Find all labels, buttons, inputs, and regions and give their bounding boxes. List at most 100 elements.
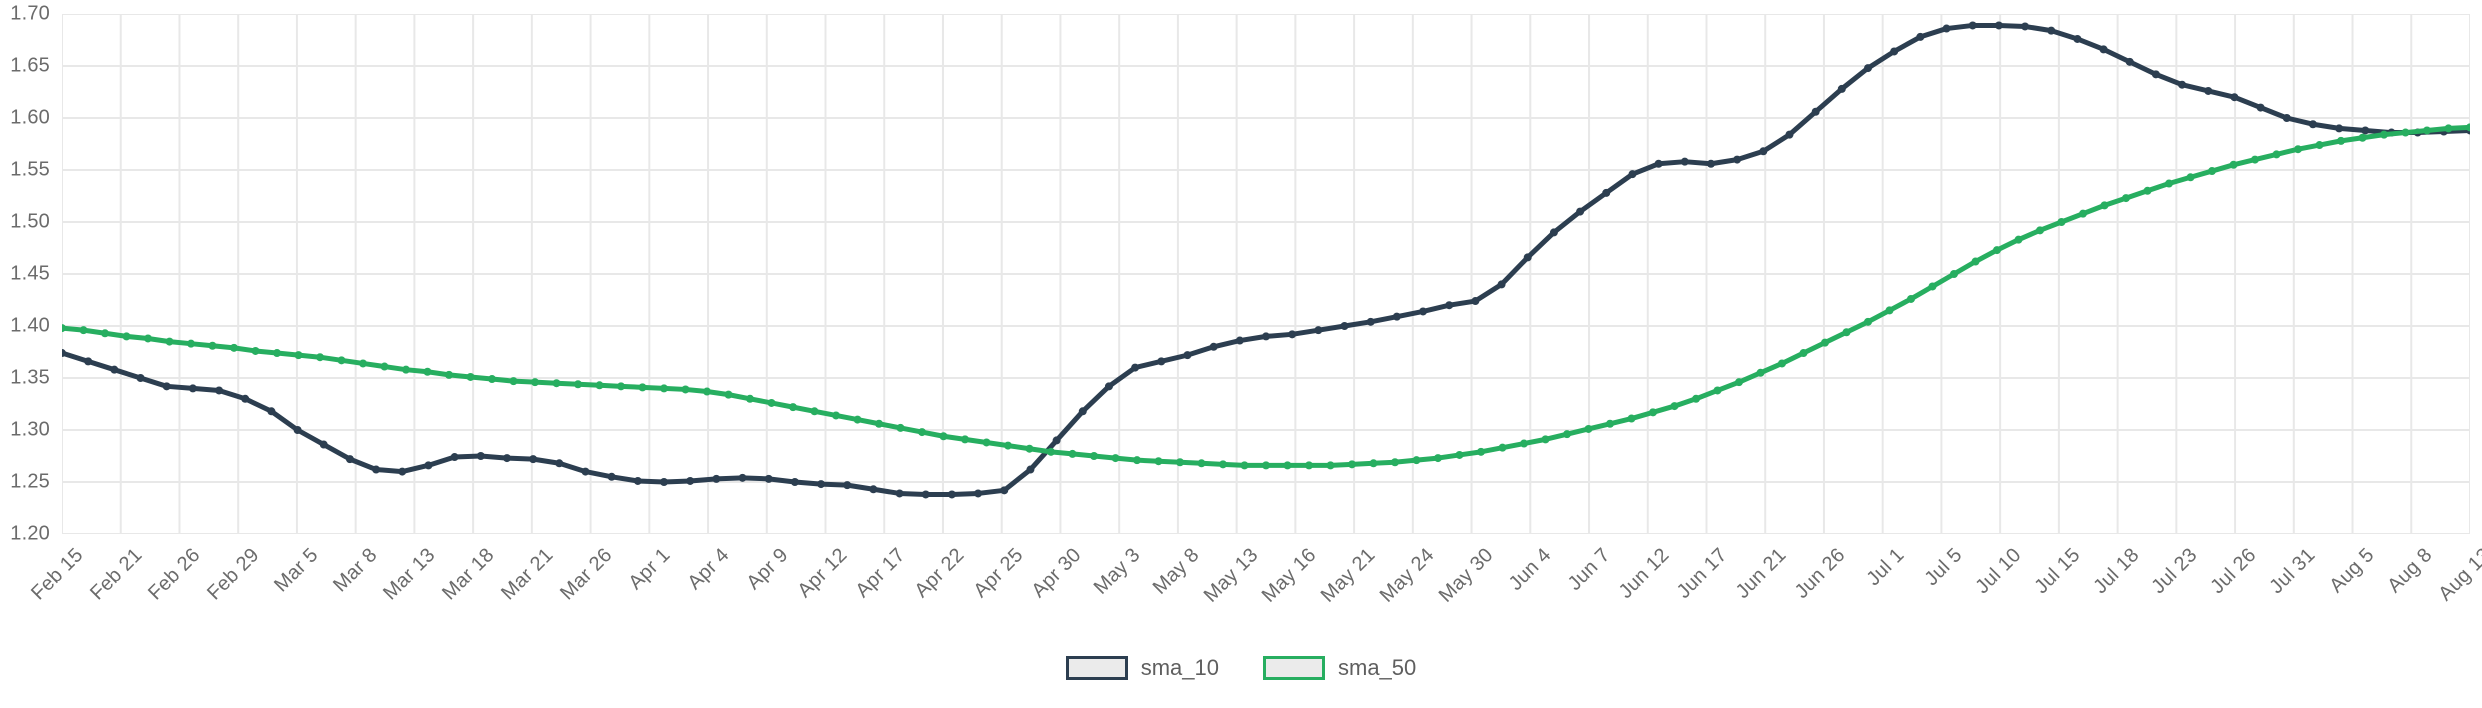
data-point-sma_10 [1942, 24, 1951, 33]
data-point-sma_50 [2294, 145, 2302, 154]
data-point-sma_10 [267, 407, 276, 416]
data-point-sma_10 [398, 467, 407, 476]
data-point-sma_50 [488, 375, 496, 384]
data-point-sma_50 [1326, 461, 1335, 470]
x-tick-label: Jun 4 [1504, 544, 1556, 595]
data-point-sma_10 [1419, 307, 1428, 316]
data-point-sma_10 [974, 489, 983, 498]
data-point-sma_10 [215, 386, 224, 395]
data-point-sma_50 [2337, 136, 2345, 145]
data-point-sma_50 [1412, 456, 1421, 465]
data-point-sma_50 [1154, 457, 1163, 466]
data-point-sma_50 [853, 415, 862, 424]
data-point-sma_10 [1392, 312, 1401, 321]
y-axis: 1.20 1.25 1.30 1.35 1.40 1.45 1.50 1.55 1.60 1.65… [0, 0, 56, 548]
data-point-sma_10 [1864, 64, 1872, 73]
data-point-sma_50 [1068, 449, 1077, 458]
data-point-sma_50 [2251, 155, 2259, 164]
data-point-sma_50 [1907, 294, 1915, 303]
data-point-sma_50 [2036, 226, 2044, 235]
y-tick-label: 1.30 [10, 418, 50, 441]
data-point-sma_10 [2256, 103, 2265, 112]
y-tick-label: 1.35 [10, 366, 50, 389]
data-point-sma_10 [1314, 326, 1323, 335]
data-point-sma_50 [1004, 441, 1012, 450]
series-lines [62, 21, 2470, 499]
data-point-sma_10 [1366, 317, 1375, 326]
data-point-sma_50 [509, 377, 518, 386]
data-point-sma_50 [62, 324, 66, 333]
y-tick-label: 1.40 [10, 314, 50, 337]
data-point-sma_50 [2229, 160, 2238, 169]
x-tick-label: Aug 8 [2383, 544, 2437, 598]
x-tick-label: Feb 29 [203, 544, 264, 605]
x-tick-label: Apr 22 [910, 544, 969, 603]
data-point-sma_50 [982, 438, 991, 447]
data-point-sma_50 [896, 423, 905, 432]
data-point-sma_50 [2100, 201, 2109, 210]
data-point-sma_10 [345, 455, 354, 464]
data-point-sma_50 [1606, 419, 1614, 428]
data-point-sma_50 [961, 435, 969, 444]
data-point-sma_10 [1602, 188, 1611, 197]
series-line-sma_10 [62, 25, 2470, 494]
data-point-sma_10 [1026, 465, 1035, 474]
data-point-sma_50 [1541, 435, 1550, 444]
data-point-sma_50 [1885, 306, 1894, 315]
data-point-sma_10 [1785, 130, 1794, 139]
plot-area [62, 14, 2470, 534]
y-tick-label: 1.55 [10, 158, 50, 181]
data-point-sma_10 [2230, 93, 2239, 102]
x-tick-label: Jun 7 [1563, 544, 1615, 595]
x-tick-label: Mar 18 [438, 544, 499, 605]
data-point-sma_50 [79, 326, 88, 335]
data-point-sma_10 [110, 365, 119, 374]
data-point-sma_50 [1971, 257, 1980, 266]
data-point-sma_10 [817, 480, 826, 489]
data-point-sma_10 [738, 473, 747, 482]
data-point-sma_50 [402, 365, 410, 374]
data-point-sma_50 [165, 337, 174, 346]
data-point-sma_10 [1340, 322, 1349, 330]
data-point-sma_10 [1576, 207, 1585, 216]
legend-item-sma_50[interactable]: sma_50 [1263, 655, 1416, 681]
legend-item-sma_10[interactable]: sma_10 [1065, 655, 1219, 681]
grid-lines [62, 14, 2470, 534]
data-point-sma_50 [1864, 317, 1872, 326]
data-point-sma_50 [595, 381, 604, 390]
data-point-sma_50 [1090, 452, 1098, 460]
data-point-sma_10 [1288, 330, 1297, 339]
data-point-sma_10 [136, 374, 145, 382]
data-point-sma_10 [1157, 357, 1166, 366]
data-point-sma_10 [2099, 45, 2108, 54]
data-point-sma_50 [337, 356, 346, 365]
data-point-sma_10 [450, 453, 459, 462]
x-tick-label: Jun 21 [1731, 544, 1791, 603]
x-tick-label: Mar 21 [496, 544, 558, 605]
y-tick-label: 1.60 [10, 106, 50, 129]
x-tick-label: May 13 [1199, 544, 1263, 607]
data-point-sma_50 [939, 432, 948, 441]
data-point-sma_10 [424, 461, 433, 470]
data-point-sma_10 [1209, 342, 1218, 351]
data-point-sma_50 [746, 394, 754, 403]
x-tick-label: Apr 25 [969, 544, 1028, 603]
data-point-sma_50 [316, 353, 324, 362]
data-point-sma_50 [1928, 282, 1937, 291]
data-point-sma_50 [423, 367, 432, 376]
data-point-sma_10 [2282, 114, 2291, 122]
data-point-sma_50 [918, 428, 926, 437]
data-point-sma_50 [2272, 150, 2281, 159]
data-point-sma_50 [1520, 439, 1528, 448]
x-tick-label: Feb 26 [144, 544, 206, 605]
data-point-sma_50 [574, 380, 582, 389]
data-point-sma_10 [2204, 86, 2213, 95]
data-point-sma_50 [1025, 444, 1034, 453]
x-tick-label: Jul 10 [1971, 544, 2026, 599]
data-point-sma_50 [208, 341, 217, 350]
data-point-sma_50 [1627, 414, 1636, 423]
data-point-sma_50 [2444, 124, 2453, 133]
data-point-sma_10 [2047, 26, 2056, 35]
data-point-sma_10 [869, 485, 878, 494]
